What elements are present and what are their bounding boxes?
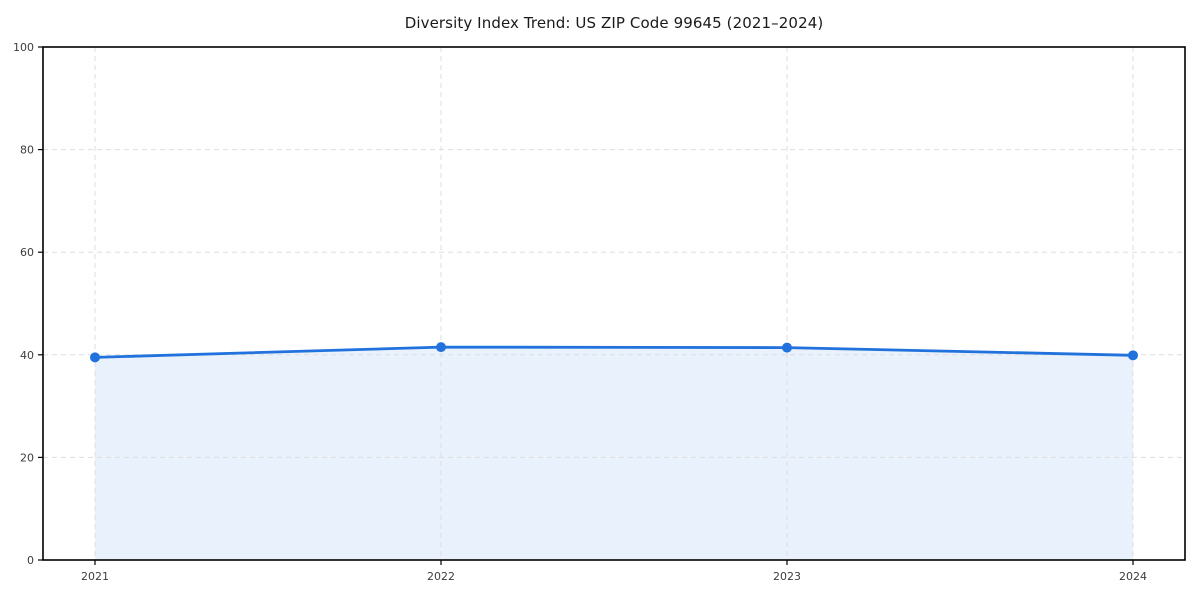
y-tick-label: 100 [13,41,34,54]
data-point [782,342,792,353]
y-tick-label: 40 [20,349,34,362]
y-tick-label: 20 [20,451,34,464]
data-point [436,342,446,353]
x-tick-label: 2023 [773,570,801,583]
series-line [93,345,1135,359]
plot-border [42,46,1186,561]
x-tick-label: 2024 [1119,570,1147,583]
y-tick-label: 0 [27,554,34,567]
x-tick-label: 2021 [81,570,109,583]
chart-title: Diversity Index Trend: US ZIP Code 99645… [404,14,824,32]
x-tick-label: 2022 [427,570,455,583]
data-point [1128,350,1138,361]
y-tick-label: 80 [20,144,34,157]
y-tick-label: 60 [20,246,34,259]
data-point [90,352,100,363]
area-fill [95,347,1133,560]
